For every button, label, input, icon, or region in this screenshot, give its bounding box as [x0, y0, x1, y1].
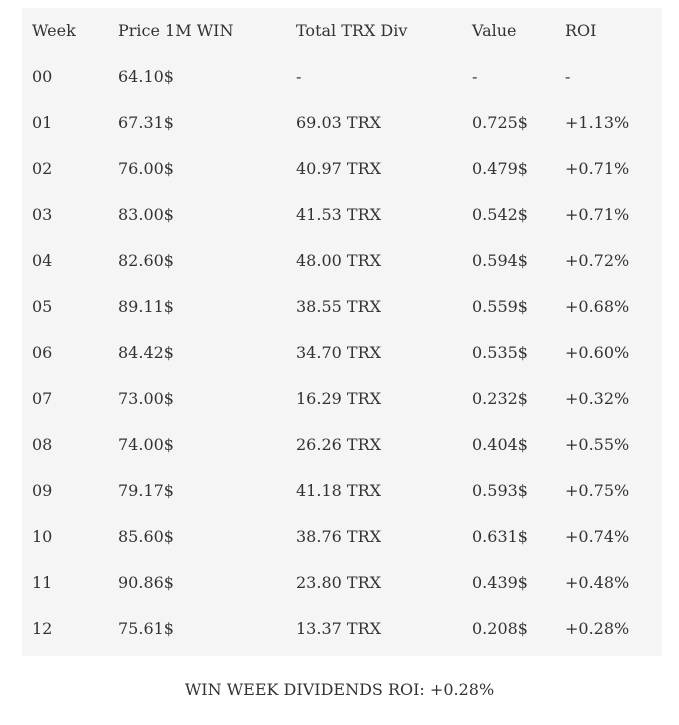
cell: 67.31$	[118, 113, 174, 132]
cell: 0.593$	[472, 481, 528, 500]
cell: 34.70 TRX	[296, 343, 381, 362]
cell: 73.00$	[118, 389, 174, 408]
cell: 07	[32, 389, 53, 408]
cell: Week	[32, 21, 76, 40]
cell: -	[565, 67, 571, 86]
cell: 69.03 TRX	[296, 113, 381, 132]
table-row: 05 89.11$ 38.55 TRX 0.559$ +0.68%	[22, 284, 662, 330]
cell: 0.404$	[472, 435, 528, 454]
cell: +0.75%	[565, 481, 630, 500]
cell: 01	[32, 113, 53, 132]
table-row: 10 85.60$ 38.76 TRX 0.631$ +0.74%	[22, 514, 662, 560]
cell: 48.00 TRX	[296, 251, 381, 270]
cell: 0.535$	[472, 343, 528, 362]
cell: 38.55 TRX	[296, 297, 381, 316]
cell: 23.80 TRX	[296, 573, 381, 592]
cell: +0.48%	[565, 573, 630, 592]
table-row: 03 83.00$ 41.53 TRX 0.542$ +0.71%	[22, 192, 662, 238]
cell: +0.32%	[565, 389, 630, 408]
table-row: 11 90.86$ 23.80 TRX 0.439$ +0.48%	[22, 560, 662, 606]
cell: +0.72%	[565, 251, 630, 270]
cell: 75.61$	[118, 619, 174, 638]
cell: 16.29 TRX	[296, 389, 381, 408]
table-row: 06 84.42$ 34.70 TRX 0.535$ +0.60%	[22, 330, 662, 376]
cell: +0.74%	[565, 527, 630, 546]
cell: +0.60%	[565, 343, 630, 362]
cell: 64.10$	[118, 67, 174, 86]
cell: 11	[32, 573, 53, 592]
cell: 10	[32, 527, 53, 546]
cell: 41.53 TRX	[296, 205, 381, 224]
cell: Total TRX Div	[296, 21, 408, 40]
cell: 26.26 TRX	[296, 435, 381, 454]
table-row: 07 73.00$ 16.29 TRX 0.232$ +0.32%	[22, 376, 662, 422]
cell: 0.208$	[472, 619, 528, 638]
cell: 84.42$	[118, 343, 174, 362]
cell: 0.439$	[472, 573, 528, 592]
cell: 38.76 TRX	[296, 527, 381, 546]
cell: +1.13%	[565, 113, 630, 132]
caption: WIN WEEK DIVIDENDS ROI: +0.28%	[184, 680, 495, 699]
cell: 04	[32, 251, 53, 270]
cell: 13.37 TRX	[296, 619, 381, 638]
cell: 90.86$	[118, 573, 174, 592]
cell: 00	[32, 67, 53, 86]
cell: -	[296, 67, 302, 86]
cell: 74.00$	[118, 435, 174, 454]
cell: 06	[32, 343, 53, 362]
table-row: 01 67.31$ 69.03 TRX 0.725$ +1.13%	[22, 100, 662, 146]
cell: 41.18 TRX	[296, 481, 381, 500]
cell: 0.559$	[472, 297, 528, 316]
table: Week Price 1M WIN Total TRX Div Value ROI 00 6…	[22, 8, 662, 656]
table-row: 08 74.00$ 26.26 TRX 0.404$ +0.55%	[22, 422, 662, 468]
table-row: 02 76.00$ 40.97 TRX 0.479$ +0.71%	[22, 146, 662, 192]
cell: 83.00$	[118, 205, 174, 224]
cell: +0.71%	[565, 205, 630, 224]
cell: 05	[32, 297, 53, 316]
cell: 0.725$	[472, 113, 528, 132]
cell: -	[472, 67, 478, 86]
table-row: 04 82.60$ 48.00 TRX 0.594$ +0.72%	[22, 238, 662, 284]
cell: +0.55%	[565, 435, 630, 454]
cell: 82.60$	[118, 251, 174, 270]
header-row: Week Price 1M WIN Total TRX Div Value ROI	[22, 8, 662, 54]
cell: 0.631$	[472, 527, 528, 546]
table-row: 12 75.61$ 13.37 TRX 0.208$ +0.28%	[22, 606, 662, 652]
cell: 12	[32, 619, 53, 638]
cell: 0.594$	[472, 251, 528, 270]
cell: 76.00$	[118, 159, 174, 178]
cell: 89.11$	[118, 297, 174, 316]
cell: ROI	[565, 21, 597, 40]
cell: 08	[32, 435, 53, 454]
cell: 0.542$	[472, 205, 528, 224]
table-row: 00 64.10$ - - -	[22, 54, 662, 100]
cell: +0.68%	[565, 297, 630, 316]
table-row: 09 79.17$ 41.18 TRX 0.593$ +0.75%	[22, 468, 662, 514]
cell: +0.28%	[565, 619, 630, 638]
cell: 0.479$	[472, 159, 528, 178]
cell: 02	[32, 159, 53, 178]
cell: 85.60$	[118, 527, 174, 546]
cell: 79.17$	[118, 481, 174, 500]
cell: 09	[32, 481, 53, 500]
cell: +0.71%	[565, 159, 630, 178]
cell: Price 1M WIN	[118, 21, 234, 40]
cell: 0.232$	[472, 389, 528, 408]
cell: Value	[472, 21, 517, 40]
cell: 40.97 TRX	[296, 159, 381, 178]
cell: 03	[32, 205, 53, 224]
